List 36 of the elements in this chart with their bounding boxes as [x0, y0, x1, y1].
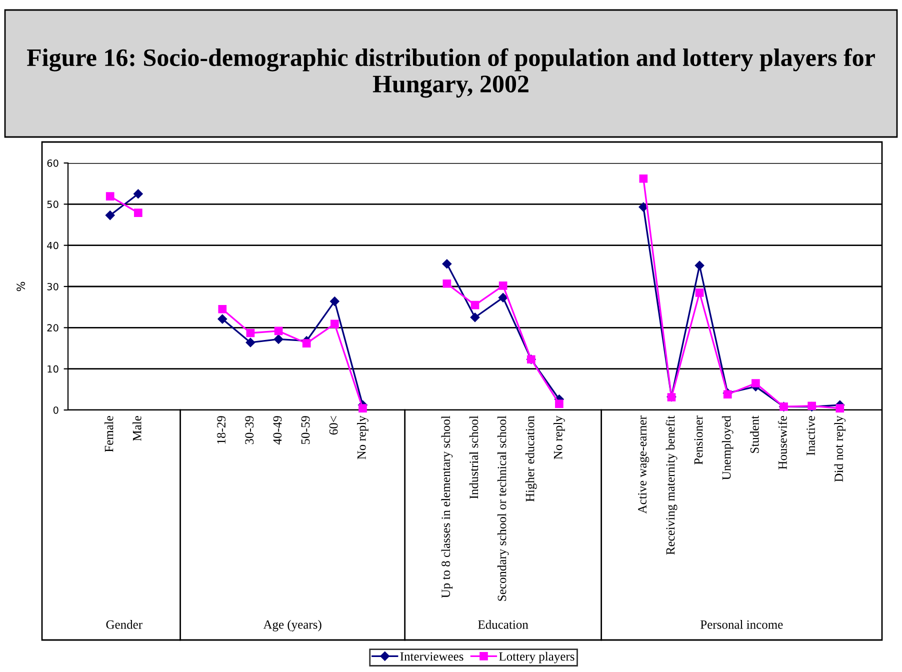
x-tick-label: Student [750, 416, 759, 453]
text: Personal income [700, 620, 783, 629]
x-tick-label: Unemployed [722, 416, 734, 480]
x-tick-label: Industrial school [469, 416, 478, 499]
x-tick-label: Pensioner [694, 416, 703, 464]
x-tick-label: Housewife [778, 416, 787, 470]
x-tick-label: 40-49 [273, 416, 282, 444]
y-tick-label: 60 [47, 159, 58, 167]
legend-label: Lottery players [499, 652, 574, 664]
y-tick-label: 20 [47, 324, 58, 332]
chart-title: Figure 16: Socio-demographic distribution of population and lottery players for Hungary, 2002 [27, 48, 875, 98]
x-tick-label: Secondary school or technical school [497, 416, 509, 601]
y-tick-label: 50 [47, 200, 58, 208]
y-tick-label: 30 [47, 282, 58, 290]
x-tick-label: 50-59 [301, 416, 310, 444]
legend-label: Interviewees [400, 652, 464, 661]
x-tick-label: 30-39 [245, 416, 254, 444]
x-tick-label: Higher education [525, 416, 537, 502]
x-tick-label: Female [104, 416, 114, 452]
x-tick-label: Inactive [806, 416, 815, 456]
x-tick-label: Receiving maternity benefit [666, 416, 678, 555]
y-axis-title: % [16, 282, 26, 292]
x-tick-label: No reply [554, 416, 565, 460]
x-tick-label: Up to 8 classes in elementary school [441, 416, 453, 598]
y-tick-label: 40 [47, 242, 58, 250]
text: Education [478, 620, 528, 629]
x-tick-label: Active wage-earner [638, 416, 650, 514]
x-tick-label: 18-29 [217, 416, 226, 444]
text: Gender [106, 620, 142, 629]
x-tick-label: Did not reply [834, 416, 846, 482]
x-tick-label: No reply [357, 416, 368, 460]
y-tick-label: 0 [53, 406, 58, 414]
x-tick-label: Male [132, 416, 142, 441]
x-tick-label: 60< [329, 416, 338, 435]
y-tick-label: 10 [48, 365, 58, 373]
text: Age (years) [263, 620, 322, 632]
